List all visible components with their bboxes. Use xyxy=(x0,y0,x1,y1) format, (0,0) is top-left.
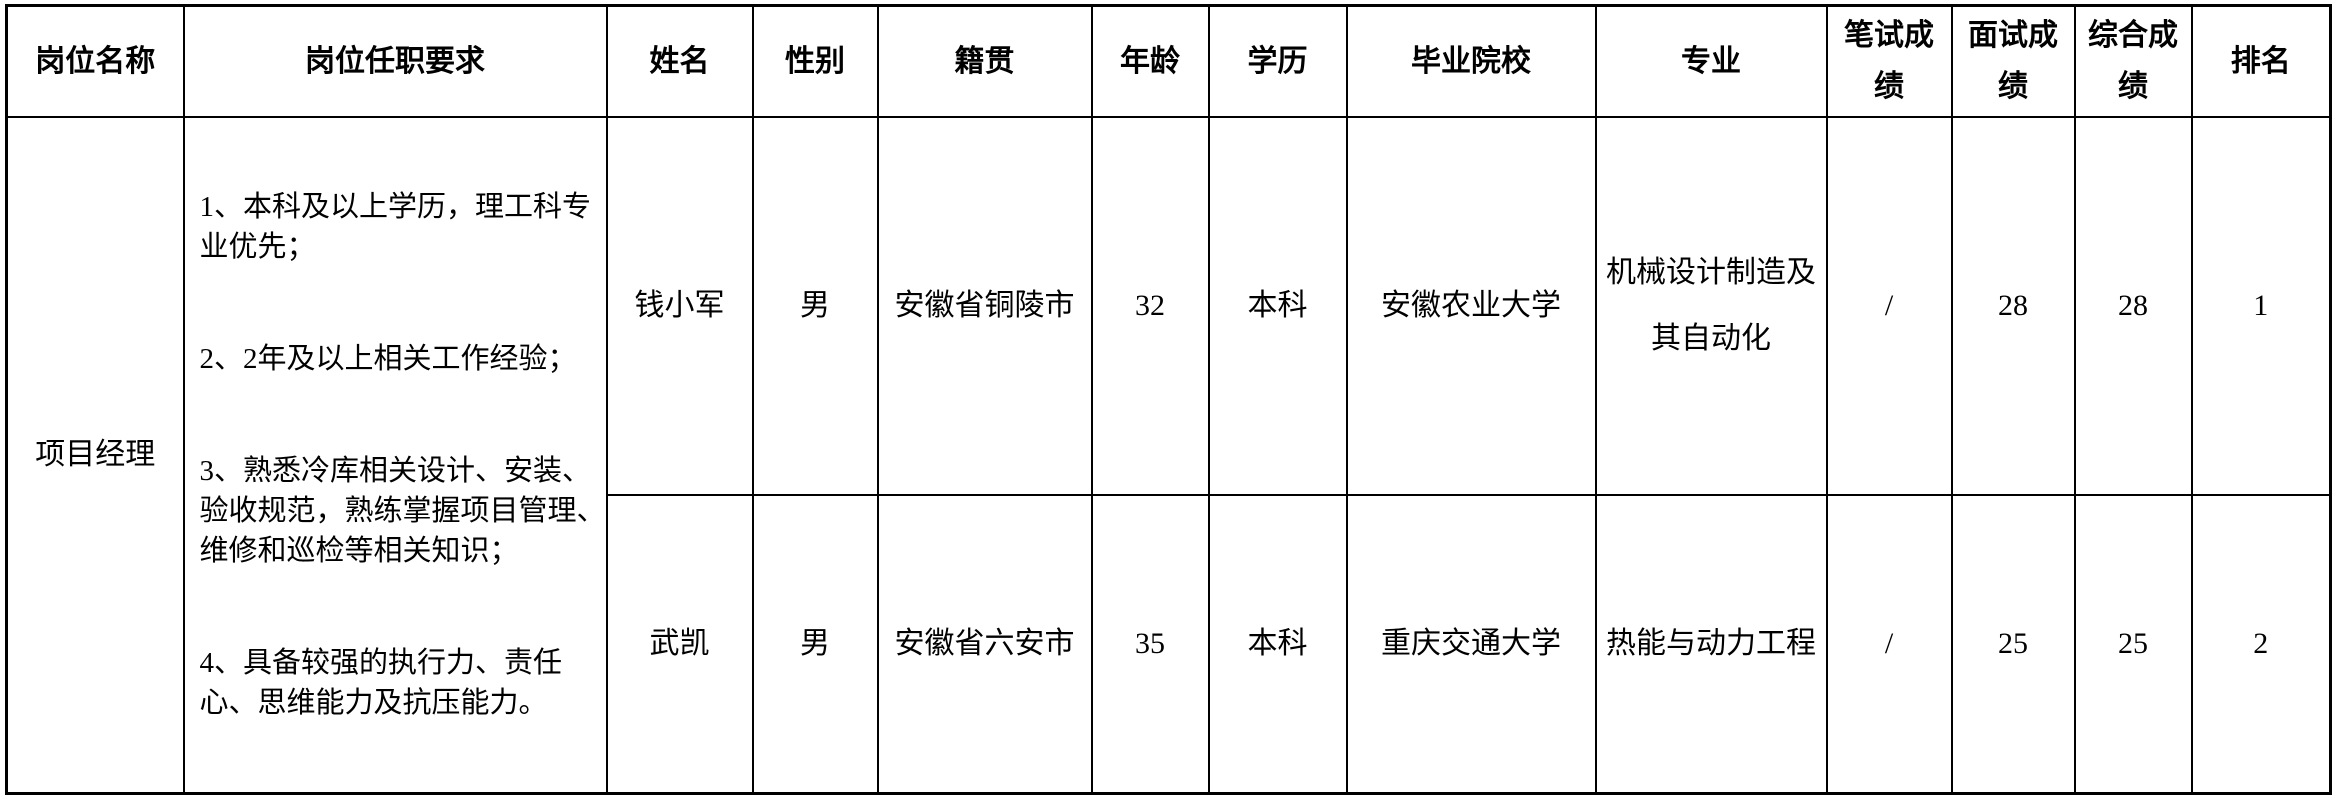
cell-name: 武凯 xyxy=(605,493,754,795)
table-header-row: 岗位名称 岗位任职要求 姓名 性别 籍贯 年龄 学历 毕业院校 专业 笔试成 绩… xyxy=(5,4,2332,118)
cell-name: 钱小军 xyxy=(605,115,754,496)
requirement-item: 1、本科及以上学历，理工科专 业优先； xyxy=(199,190,592,263)
cell-gender: 男 xyxy=(751,493,879,795)
requirement-item: 3、熟悉冷库相关设计、安装、 验收规范，熟练掌握项目管理、 维修和巡检等相关知识… xyxy=(199,454,606,567)
position-name-cell: 项目经理 xyxy=(5,115,185,795)
header-rank: 排名 xyxy=(2190,4,2332,118)
cell-native-place: 安徽省六安市 xyxy=(876,493,1093,795)
cell-school: 安徽农业大学 xyxy=(1345,115,1597,496)
cell-composite-score: 28 xyxy=(2073,115,2193,496)
cell-education: 本科 xyxy=(1207,115,1348,496)
cell-age: 35 xyxy=(1090,493,1210,795)
document-page: 岗位名称 岗位任职要求 姓名 性别 籍贯 年龄 学历 毕业院校 专业 笔试成 绩… xyxy=(5,4,2332,795)
cell-major: 热能与动力工程 xyxy=(1594,493,1828,795)
header-name: 姓名 xyxy=(605,4,754,118)
cell-rank: 2 xyxy=(2190,493,2332,795)
cell-school: 重庆交通大学 xyxy=(1345,493,1597,795)
cell-written-score: / xyxy=(1825,115,1953,496)
header-education: 学历 xyxy=(1207,4,1348,118)
header-requirements: 岗位任职要求 xyxy=(182,4,608,118)
header-gender: 性别 xyxy=(751,4,879,118)
position-requirements-cell: 1、本科及以上学历，理工科专 业优先； 2、2年及以上相关工作经验； 3、熟悉冷… xyxy=(182,115,608,795)
header-age: 年龄 xyxy=(1090,4,1210,118)
cell-interview-score: 25 xyxy=(1950,493,2076,795)
candidate-score-table: 岗位名称 岗位任职要求 姓名 性别 籍贯 年龄 学历 毕业院校 专业 笔试成 绩… xyxy=(5,4,2332,795)
candidate-row: 项目经理 1、本科及以上学历，理工科专 业优先； 2、2年及以上相关工作经验； … xyxy=(5,115,2332,795)
header-written-score: 笔试成 绩 xyxy=(1825,4,1953,118)
header-composite-score: 综合成 绩 xyxy=(2073,4,2193,118)
requirement-item: 2、2年及以上相关工作经验； xyxy=(199,342,577,375)
cell-age: 32 xyxy=(1090,115,1210,496)
requirement-item: 4、具备较强的执行力、责任 心、思维能力及抗压能力。 xyxy=(199,646,563,719)
header-school: 毕业院校 xyxy=(1345,4,1597,118)
cell-education: 本科 xyxy=(1207,493,1348,795)
header-native-place: 籍贯 xyxy=(876,4,1093,118)
cell-rank: 1 xyxy=(2190,115,2332,496)
header-interview-score: 面试成 绩 xyxy=(1950,4,2076,118)
header-position-name: 岗位名称 xyxy=(5,4,185,118)
header-major: 专业 xyxy=(1594,4,1828,118)
cell-native-place: 安徽省铜陵市 xyxy=(876,115,1093,496)
cell-major: 机械设计制造及 其自动化 xyxy=(1594,115,1828,496)
cell-gender: 男 xyxy=(751,115,879,496)
cell-composite-score: 25 xyxy=(2073,493,2193,795)
cell-written-score: / xyxy=(1825,493,1953,795)
cell-interview-score: 28 xyxy=(1950,115,2076,496)
